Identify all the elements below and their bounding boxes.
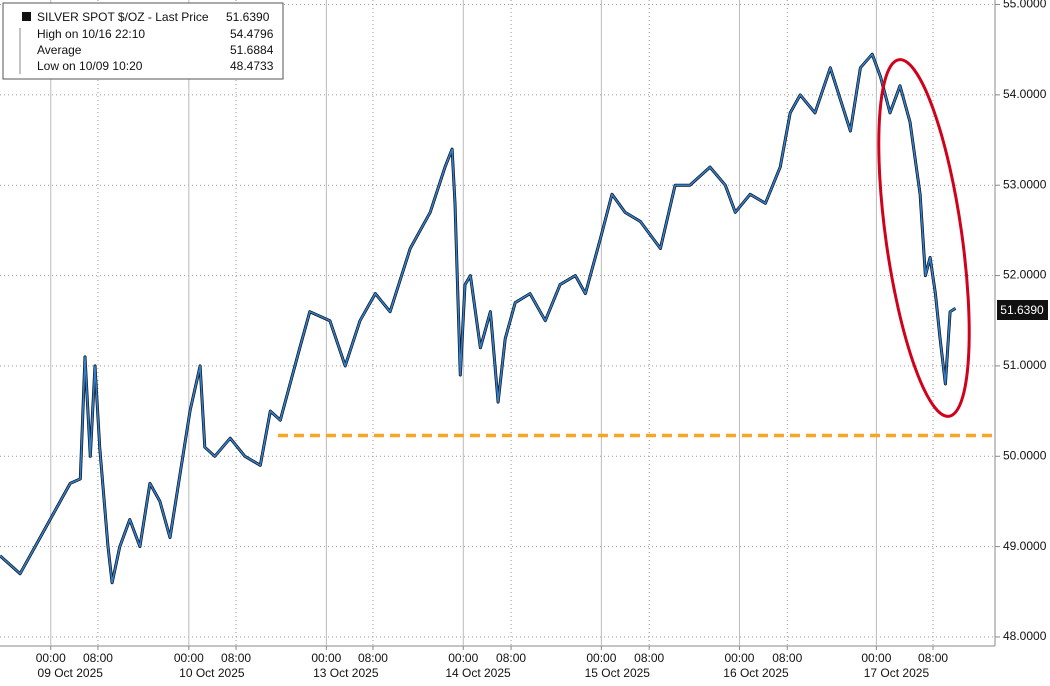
date-label: 13 Oct 2025	[313, 666, 379, 680]
y-tick-label: 55.0000	[1003, 0, 1047, 11]
price-line	[0, 53, 956, 584]
legend-stat-value: 51.6884	[230, 43, 274, 57]
date-label: 15 Oct 2025	[585, 666, 651, 680]
legend: SILVER SPOT $/OZ - Last Price 51.6390 Hi…	[2, 2, 284, 80]
y-tick-label: 54.0000	[1003, 87, 1047, 101]
x-tick-label: 08:00	[918, 651, 948, 665]
last-price-label: 51.6390	[1000, 303, 1044, 317]
date-label: 09 Oct 2025	[38, 666, 104, 680]
x-tick-label: 08:00	[634, 651, 664, 665]
y-tick-label: 49.0000	[1003, 539, 1047, 553]
legend-stat: High on 10/16 22:10	[37, 27, 145, 41]
legend-title: SILVER SPOT $/OZ - Last Price	[37, 10, 209, 24]
x-tick-label: 08:00	[772, 651, 802, 665]
x-tick-label: 00:00	[448, 651, 478, 665]
x-tick-label: 08:00	[83, 651, 113, 665]
legend-stat: Average	[37, 43, 82, 57]
y-tick-label: 53.0000	[1003, 177, 1047, 191]
last-price-box	[997, 300, 1048, 320]
y-tick-label: 51.0000	[1003, 358, 1047, 372]
legend-swatch	[22, 12, 31, 21]
legend-stat-value: 54.4796	[230, 27, 274, 41]
date-label: 17 Oct 2025	[864, 666, 930, 680]
date-label: 10 Oct 2025	[179, 666, 245, 680]
highlight-ellipse	[877, 58, 971, 418]
y-tick-label: 48.0000	[1003, 629, 1047, 643]
x-tick-label: 00:00	[174, 651, 204, 665]
x-tick-label: 00:00	[861, 651, 891, 665]
y-tick-label: 50.0000	[1003, 448, 1047, 462]
x-tick-label: 08:00	[358, 651, 388, 665]
legend-box	[2, 2, 284, 80]
x-tick-label: 00:00	[586, 651, 616, 665]
date-label: 16 Oct 2025	[723, 666, 789, 680]
y-tick-label: 52.0000	[1003, 268, 1047, 282]
x-tick-label: 00:00	[36, 651, 66, 665]
legend-value: 51.6390	[226, 10, 270, 24]
x-tick-label: 00:00	[311, 651, 341, 665]
x-tick-label: 08:00	[496, 651, 526, 665]
x-tick-label: 00:00	[724, 651, 754, 665]
legend-stat-value: 48.4733	[230, 59, 274, 73]
x-tick-label: 08:00	[221, 651, 251, 665]
legend-stat: Low on 10/09 10:20	[37, 59, 143, 73]
date-label: 14 Oct 2025	[445, 666, 511, 680]
